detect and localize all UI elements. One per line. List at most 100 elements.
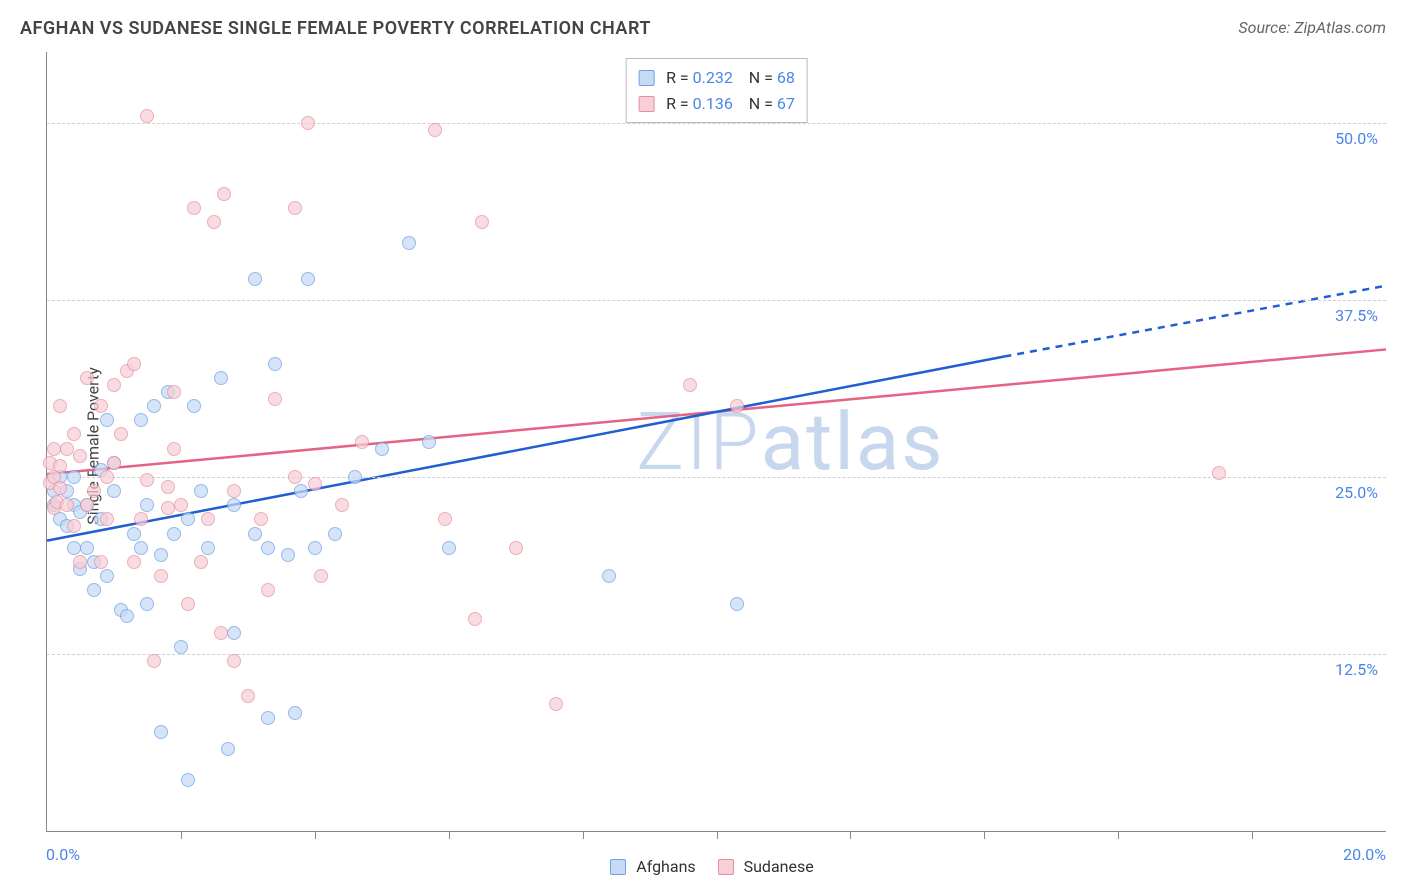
data-point (154, 548, 168, 562)
data-point (509, 541, 523, 555)
x-tick (984, 831, 985, 839)
data-point (127, 357, 141, 371)
data-point (214, 371, 228, 385)
data-point (301, 116, 315, 130)
data-point (201, 512, 215, 526)
data-point (442, 541, 456, 555)
data-point (248, 272, 262, 286)
x-tick (850, 831, 851, 839)
data-point (328, 527, 342, 541)
data-point (120, 609, 134, 623)
data-point (217, 187, 231, 201)
data-point (53, 459, 67, 473)
data-point (281, 548, 295, 562)
data-point (308, 477, 322, 491)
chart-card: AFGHAN VS SUDANESE SINGLE FEMALE POVERTY… (0, 0, 1406, 892)
data-point (94, 399, 108, 413)
trend-lines-layer (47, 52, 1386, 831)
x-tick (717, 831, 718, 839)
data-point (67, 541, 81, 555)
data-point (422, 435, 436, 449)
data-point (87, 583, 101, 597)
data-point (308, 541, 322, 555)
data-point (348, 470, 362, 484)
data-point (60, 442, 74, 456)
y-tick-label: 37.5% (1335, 306, 1378, 325)
r-statistics-box: R = 0.232 N = 68 R = 0.136 N = 67 (625, 58, 808, 123)
data-point (221, 742, 235, 756)
swatch-sudanese (638, 96, 654, 112)
data-point (154, 725, 168, 739)
data-point (288, 201, 302, 215)
y-tick-label: 50.0% (1335, 129, 1378, 148)
data-point (248, 527, 262, 541)
data-point (87, 484, 101, 498)
legend-swatch-sudanese (718, 859, 734, 875)
x-tick (449, 831, 450, 839)
data-point (107, 456, 121, 470)
data-point (194, 555, 208, 569)
gridline (47, 300, 1386, 301)
data-point (355, 435, 369, 449)
legend-label-afghans: Afghans (636, 857, 695, 876)
data-point (161, 480, 175, 494)
gridline (47, 123, 1386, 124)
r-row-sudanese: R = 0.136 N = 67 (638, 91, 795, 117)
data-point (67, 470, 81, 484)
legend-swatch-afghans (610, 859, 626, 875)
data-point (288, 470, 302, 484)
data-point (127, 527, 141, 541)
data-point (80, 541, 94, 555)
data-point (468, 612, 482, 626)
data-point (167, 527, 181, 541)
data-point (268, 392, 282, 406)
x-min-label: 0.0% (46, 845, 80, 864)
gridline (47, 477, 1386, 478)
chart-title: AFGHAN VS SUDANESE SINGLE FEMALE POVERTY… (20, 18, 651, 39)
data-point (683, 378, 697, 392)
data-point (94, 555, 108, 569)
y-tick-label: 25.0% (1335, 483, 1378, 502)
data-point (402, 236, 416, 250)
data-point (730, 597, 744, 611)
gridline (47, 654, 1386, 655)
data-point (47, 442, 61, 456)
data-point (134, 541, 148, 555)
data-point (181, 597, 195, 611)
data-point (174, 640, 188, 654)
data-point (187, 201, 201, 215)
data-point (167, 442, 181, 456)
data-point (261, 541, 275, 555)
data-point (1212, 466, 1226, 480)
data-point (181, 512, 195, 526)
data-point (730, 399, 744, 413)
data-point (375, 442, 389, 456)
data-point (107, 484, 121, 498)
y-tick-label: 12.5% (1335, 660, 1378, 679)
x-tick (583, 831, 584, 839)
x-tick (1118, 831, 1119, 839)
legend-label-sudanese: Sudanese (744, 857, 814, 876)
data-point (194, 484, 208, 498)
trend-line (1004, 286, 1386, 357)
data-point (335, 498, 349, 512)
data-point (201, 541, 215, 555)
data-point (154, 569, 168, 583)
r-row-afghans: R = 0.232 N = 68 (638, 65, 795, 91)
data-point (134, 413, 148, 427)
x-tick (181, 831, 182, 839)
x-tick (1252, 831, 1253, 839)
legend-bottom: Afghans Sudanese (0, 857, 1406, 876)
data-point (127, 555, 141, 569)
plot-area: ZIPatlas R = 0.232 N = 68 R = 0.136 N = … (46, 52, 1386, 832)
source-attribution: Source: ZipAtlas.com (1238, 18, 1386, 37)
data-point (268, 357, 282, 371)
data-point (161, 501, 175, 515)
data-point (214, 626, 228, 640)
data-point (107, 378, 121, 392)
data-point (114, 427, 128, 441)
swatch-afghans (638, 70, 654, 86)
data-point (181, 773, 195, 787)
data-point (261, 711, 275, 725)
data-point (80, 371, 94, 385)
